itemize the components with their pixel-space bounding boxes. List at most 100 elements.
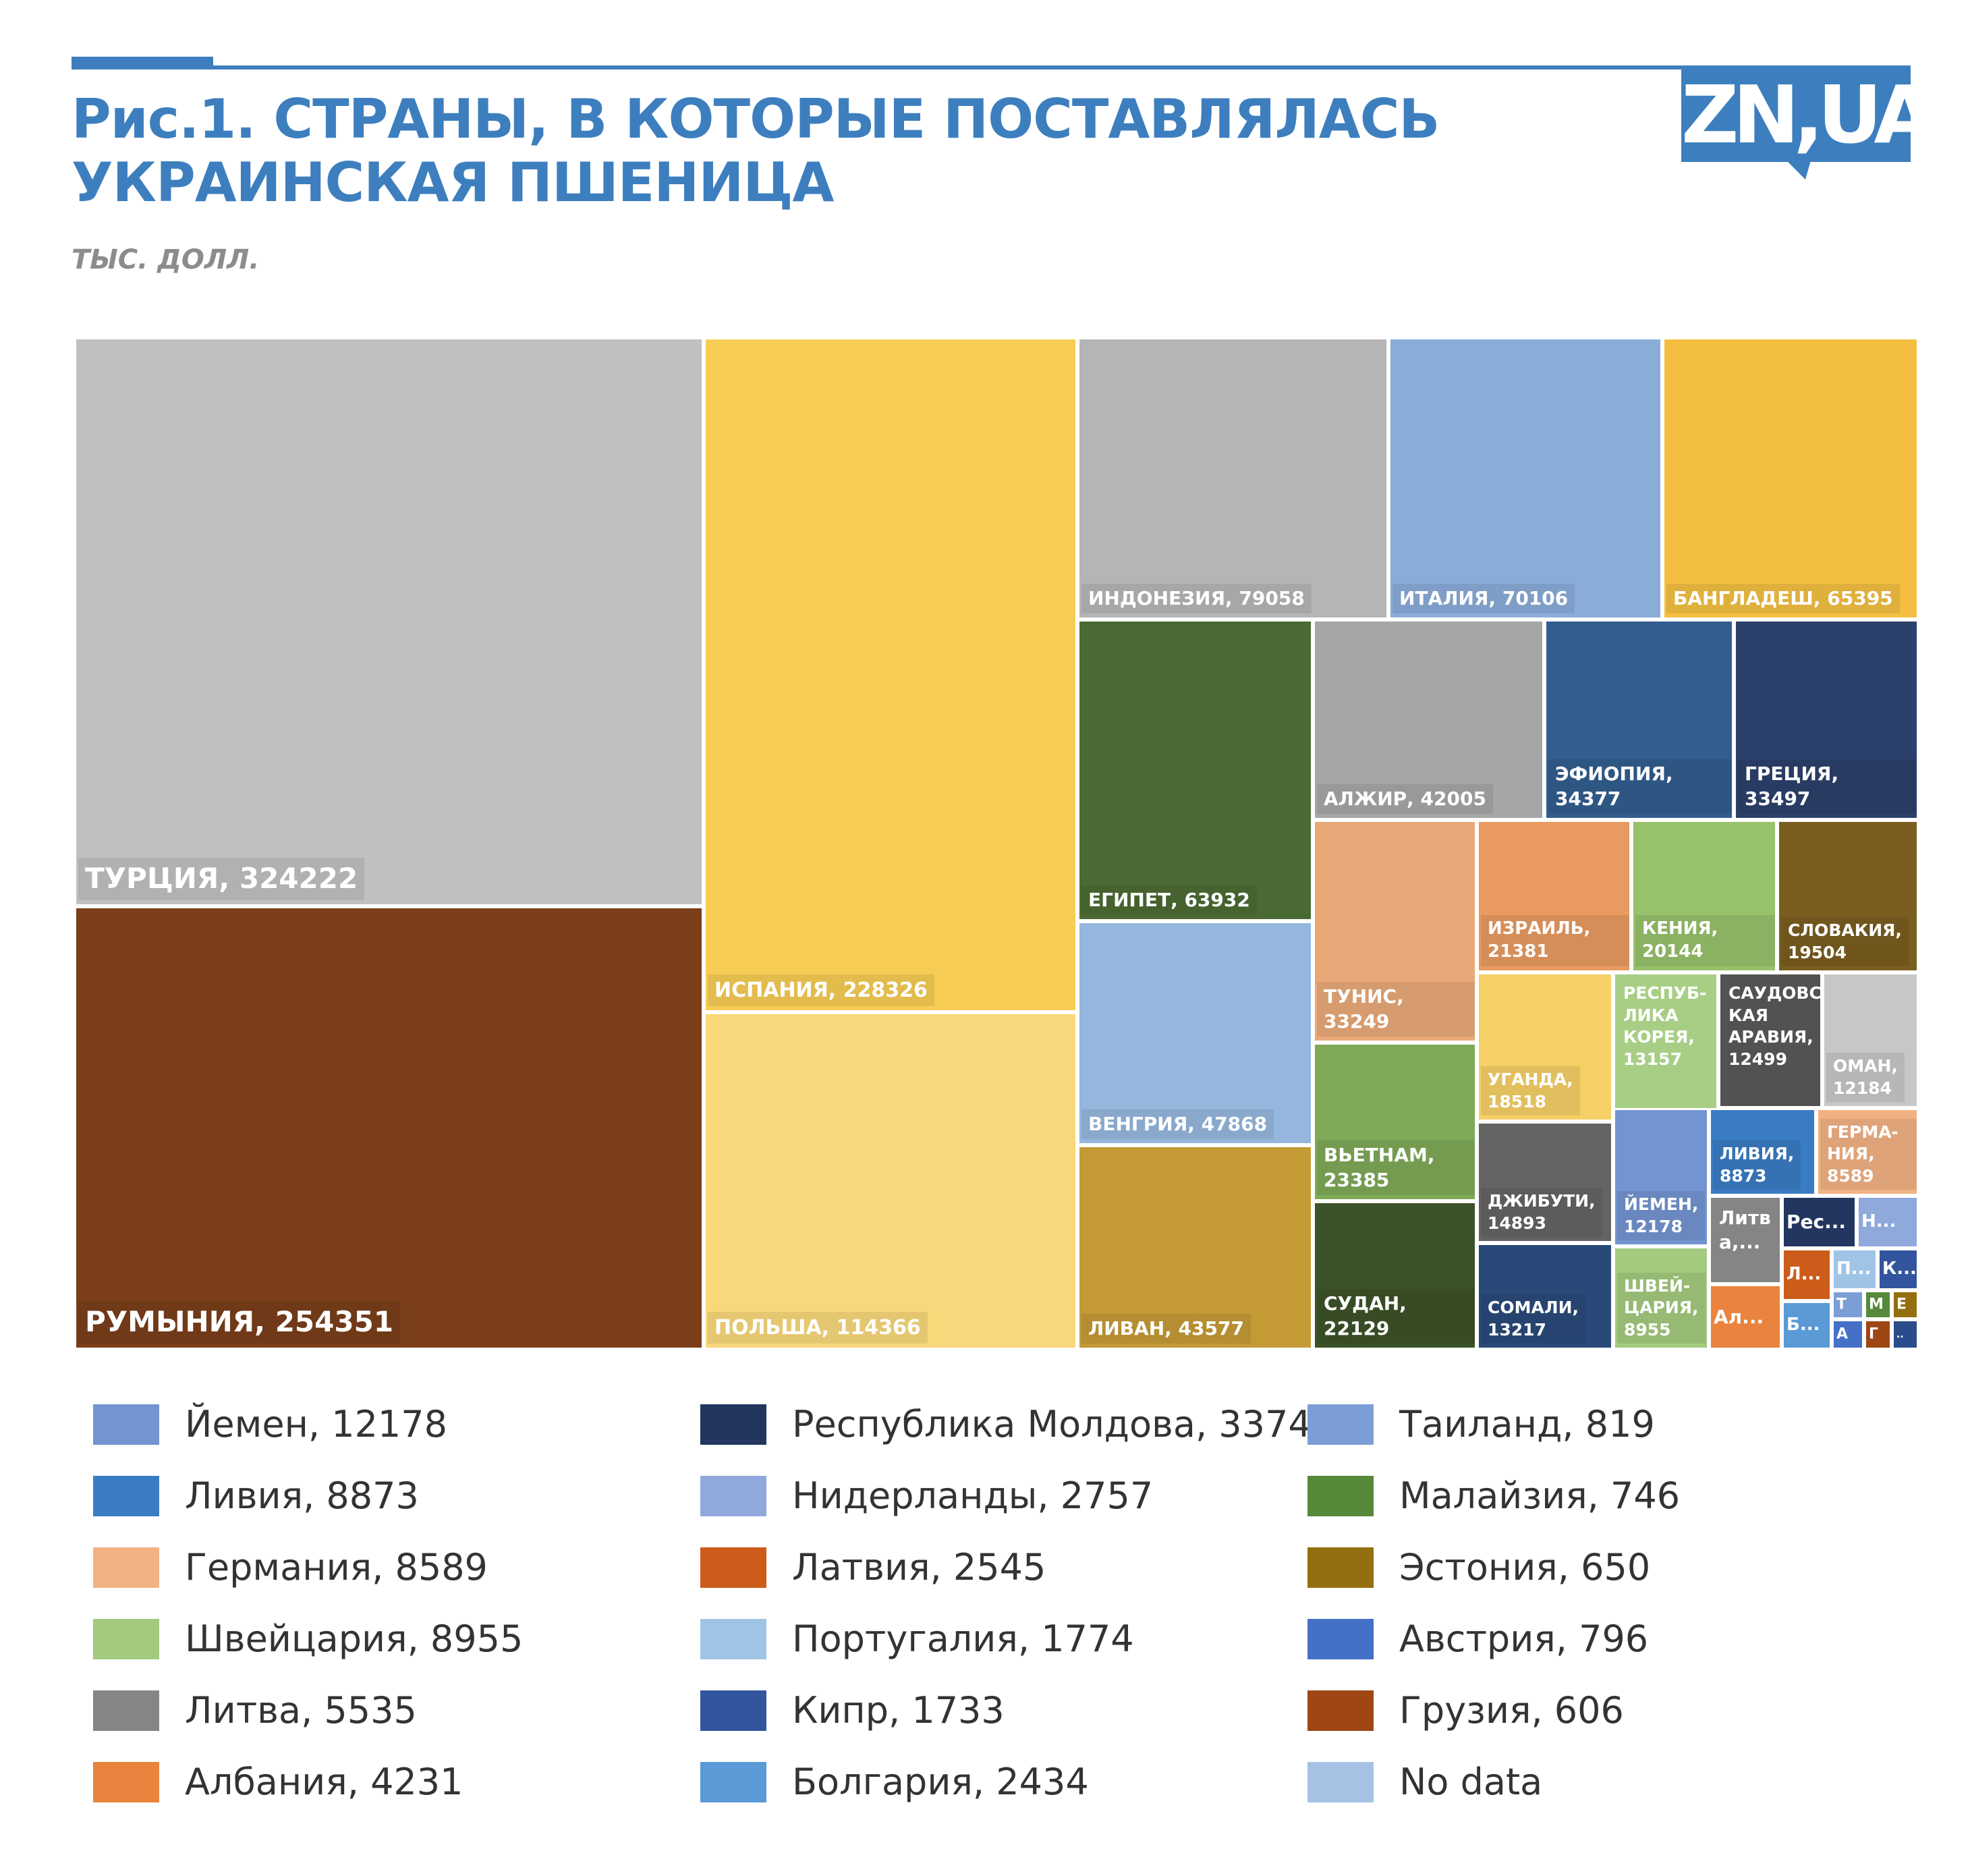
treemap-tile-label: Б... (1786, 1315, 1820, 1335)
legend-swatch (700, 1404, 766, 1445)
legend-label: Эстония, 650 (1399, 1546, 1651, 1589)
legend-label: Нидерланды, 2757 (792, 1474, 1154, 1517)
treemap-tile-швейцария: ШВЕЙ- ЦАРИЯ, 8955 (1613, 1246, 1709, 1350)
treemap-tile-йемен: ЙЕМЕН, 12178 (1613, 1108, 1709, 1246)
legend-label: Германия, 8589 (185, 1546, 488, 1589)
treemap-tile-республика-корея: РЕСПУБ- ЛИКА КОРЕЯ, 13157 (1613, 972, 1718, 1122)
treemap-tile-label: Л... (1786, 1264, 1822, 1285)
treemap-tile-таиланд: Т (1832, 1290, 1864, 1319)
treemap-tile-литва: Литв а,... (1709, 1196, 1782, 1284)
treemap-tile-судан: СУДАН, 22129 (1313, 1201, 1477, 1350)
treemap-tile-label: САУДОВС- КАЯ АРАВИЯ, 12499 (1728, 983, 1822, 1069)
treemap-tile-label: К... (1882, 1259, 1917, 1279)
treemap-tile-грузия: Г (1864, 1319, 1892, 1350)
treemap-tile-испания: ИСПАНИЯ, 228326 (704, 337, 1077, 1012)
treemap-tile-label: Е (1896, 1296, 1907, 1313)
treemap-tile-label: ИСПАНИЯ, 228326 (708, 974, 934, 1006)
legend-swatch (700, 1476, 766, 1516)
treemap-tile-индонезия: ИНДОНЕЗИЯ, 79058 (1077, 337, 1388, 619)
treemap-tile-label: Н... (1861, 1211, 1896, 1232)
legend-swatch (1307, 1762, 1374, 1802)
legend-swatch (1307, 1619, 1374, 1659)
legend-label: Швейцария, 8955 (185, 1618, 524, 1660)
treemap-tile-label: .. (1896, 1329, 1904, 1340)
treemap-tile-label: ИТАЛИЯ, 70106 (1392, 583, 1575, 613)
treemap-tile-label: ГЕРМА- НИЯ, 8589 (1820, 1118, 1917, 1190)
treemap-tile-сомали: СОМАЛИ, 13217 (1477, 1243, 1613, 1350)
header-accent-bar (72, 57, 213, 67)
legend-label: No data (1399, 1761, 1543, 1803)
treemap-tile-label: КЕНИЯ, 20144 (1635, 915, 1775, 966)
treemap-tile-label: ШВЕЙ- ЦАРИЯ, 8955 (1617, 1272, 1706, 1344)
treemap-tile-label: РЕСПУБ- ЛИКА КОРЕЯ, 13157 (1623, 983, 1707, 1069)
treemap-tile-венгрия: ВЕНГРИЯ, 47868 (1077, 921, 1313, 1145)
chart-title-line-2: УКРАИНСКАЯ ПШЕНИЦА (72, 151, 834, 214)
treemap-tile-label: Ал... (1714, 1305, 1764, 1328)
treemap-tile-польша: ПОЛЬША, 114366 (704, 1012, 1077, 1350)
legend-label: Грузия, 606 (1399, 1689, 1624, 1732)
treemap-tile-label: А (1836, 1325, 1849, 1343)
legend-label: Таиланд, 819 (1399, 1403, 1655, 1445)
legend-swatch (93, 1690, 159, 1731)
treemap-tile-label: РУМЫНИЯ, 254351 (78, 1301, 401, 1344)
legend-label: Кипр, 1733 (792, 1689, 1005, 1732)
legend-label: Ливия, 8873 (185, 1474, 419, 1517)
treemap-tile-австрия: А (1832, 1319, 1864, 1350)
treemap-tile-label: Рес... (1786, 1210, 1847, 1233)
treemap-tile-словакия: СЛОВАКИЯ, 19504 (1777, 820, 1919, 972)
treemap-tile-эстония: Е (1892, 1290, 1919, 1319)
legend-swatch (1307, 1404, 1374, 1445)
treemap-tile-румыния: РУМЫНИЯ, 254351 (74, 906, 704, 1350)
treemap-tile-label: ЭФИОПИЯ, 34377 (1548, 759, 1732, 814)
treemap-tile-label: ИЗРАИЛЬ, 21381 (1481, 915, 1629, 966)
treemap-tile-джибути: ДЖИБУТИ, 14893 (1477, 1122, 1613, 1243)
treemap-tile-бангладеш: БАНГЛАДЕШ, 65395 (1662, 337, 1919, 619)
logo-tail-icon (1786, 161, 1811, 180)
treemap-tile-нидерланды: Н... (1857, 1196, 1919, 1248)
legend-swatch (93, 1476, 159, 1516)
treemap-tile-италия: ИТАЛИЯ, 70106 (1388, 337, 1662, 619)
legend-label: Латвия, 2545 (792, 1546, 1046, 1589)
treemap-tile-турция: ТУРЦИЯ, 324222 (74, 337, 704, 906)
treemap-tile-египет: ЕГИПЕТ, 63932 (1077, 619, 1313, 921)
treemap-tile-label: ПОЛЬША, 114366 (708, 1312, 928, 1344)
legend-swatch (93, 1404, 159, 1445)
treemap-tile-label: ВЕНГРИЯ, 47868 (1081, 1109, 1274, 1139)
chart-title-line-1: Рис.1. СТРАНЫ, В КОТОРЫЕ ПОСТАВЛЯЛАСЬ (72, 88, 1440, 150)
treemap-tile-алжир: АЛЖИР, 42005 (1313, 619, 1544, 820)
treemap-tile-label: ДЖИБУТИ, 14893 (1481, 1188, 1602, 1237)
treemap-tile-label: ИНДОНЕЗИЯ, 79058 (1081, 583, 1312, 613)
treemap-tile-label: УГАНДА, 18518 (1481, 1066, 1580, 1115)
treemap-tile-label: Т (1836, 1296, 1847, 1313)
treemap-tile-label: ЙЕМЕН, 12178 (1617, 1191, 1706, 1240)
treemap-tile-латвия: Л... (1782, 1248, 1832, 1301)
treemap-tile-label: П... (1836, 1259, 1872, 1279)
treemap-tile-саудовская-аравия: САУДОВС- КАЯ АРАВИЯ, 12499 (1718, 972, 1822, 1108)
treemap-tile-ливия: ЛИВИЯ, 8873 (1709, 1108, 1816, 1196)
treemap-tile-албания: Ал... (1709, 1284, 1782, 1350)
legend-label: Йемен, 12178 (185, 1403, 447, 1445)
treemap-tile-уганда: УГАНДА, 18518 (1477, 972, 1613, 1122)
treemap-tile-греция: ГРЕЦИЯ, 33497 (1734, 619, 1919, 820)
legend-swatch (700, 1762, 766, 1802)
treemap-tile-кипр: К... (1878, 1248, 1919, 1290)
treemap-tile-label: ЕГИПЕТ, 63932 (1081, 885, 1257, 915)
treemap-tile-label: СОМАЛИ, 13217 (1481, 1294, 1586, 1344)
treemap-tile-германия: ГЕРМА- НИЯ, 8589 (1816, 1108, 1919, 1196)
legend-label: Республика Молдова, 3374 (792, 1403, 1312, 1445)
treemap-tile-кения: КЕНИЯ, 20144 (1631, 820, 1777, 972)
legend-swatch (93, 1619, 159, 1659)
treemap-tile-португалия: П... (1832, 1248, 1878, 1290)
treemap-tile-болгария: Б... (1782, 1301, 1832, 1350)
legend-label: Болгария, 2434 (792, 1761, 1089, 1803)
treemap-tile-label: СЛОВАКИЯ, 19504 (1781, 917, 1909, 966)
treemap-tile-label: Г (1869, 1325, 1879, 1343)
zn-ua-logo: ZN,UA (1681, 67, 1936, 162)
treemap-tile-label: БАНГЛАДЕШ, 65395 (1666, 583, 1900, 613)
treemap-tile-label: ВЬЕТНАМ, 23385 (1317, 1140, 1475, 1195)
treemap-tile-label: ЛИВИЯ, 8873 (1713, 1140, 1801, 1190)
treemap-tile-label: ЛИВАН, 43577 (1081, 1313, 1251, 1344)
legend-swatch (93, 1547, 159, 1588)
treemap-tile-no-data: .. (1892, 1319, 1919, 1350)
treemap-tile-label: АЛЖИР, 42005 (1317, 783, 1493, 814)
